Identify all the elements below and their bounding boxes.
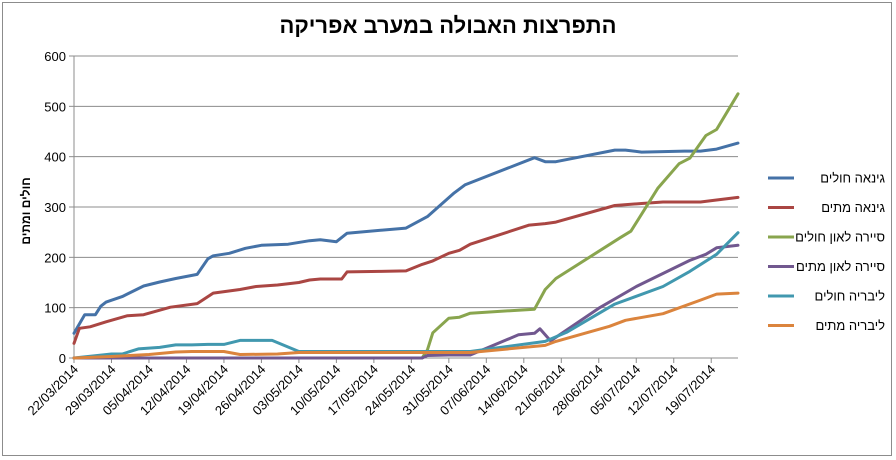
series-line-4 [72,243,740,360]
legend-label: גינאה חולים [820,171,885,186]
y-tick-label: 400 [44,150,66,165]
y-tick-label: 0 [59,351,66,366]
legend-label: סיירה לאון חולים [795,230,885,245]
chart-title: התפרצות האבולה במערב אפריקה [280,13,617,38]
series-line-5 [72,231,740,360]
y-tick-label: 500 [44,99,66,114]
legend-label: ליבריה מתים [815,318,885,333]
y-tick-label: 200 [44,250,66,265]
series-line-6 [72,291,740,360]
legend-label: גינאה מתים [821,200,885,215]
series-line-2 [72,195,740,345]
series-line-3 [72,92,740,360]
y-tick-label: 600 [44,49,66,64]
legend-label: סיירה לאון מתים [796,259,885,274]
series-lines [72,92,740,360]
series-line-1 [72,141,740,335]
y-tick-label: 300 [44,200,66,215]
y-tick-label: 100 [44,301,66,316]
legend: גינאה חולים גינאה מתים סיירה לאון חולים סיי… [768,171,886,333]
y-tick-labels: 0 100 200 300 400 500 600 [44,49,66,366]
x-tick-labels: 22/03/201429/03/201405/04/201412/04/2014… [24,362,718,419]
y-axis-label: חולים ומתים [19,177,33,244]
legend-label: ליבריה חולים [815,289,886,304]
gridlines [74,55,738,309]
